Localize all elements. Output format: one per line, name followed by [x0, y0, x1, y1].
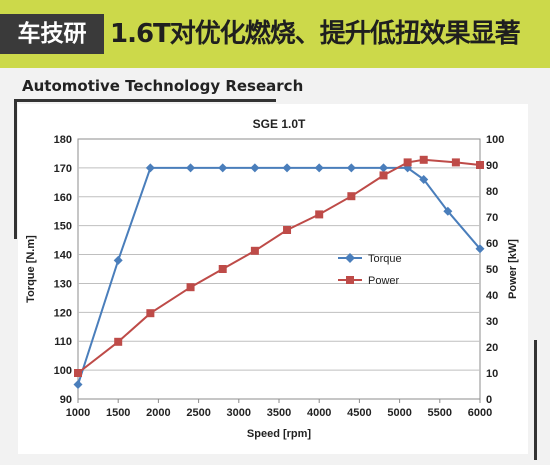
power-point: [315, 210, 324, 219]
x-tick-label: 5500: [428, 407, 452, 419]
subtitle-rule: [14, 99, 276, 102]
power-point: [146, 309, 155, 318]
axis-ticks: 90 100 110 120 130 140 150 160 170 180 0 10 20 30 40 50…: [54, 134, 505, 419]
x-tick-label: 3000: [227, 407, 251, 419]
chart-title: SGE 1.0T: [253, 117, 306, 131]
x-axis-title: Speed [rpm]: [247, 428, 312, 440]
x-tick-label: 2000: [146, 407, 170, 419]
y-right-tick-label: 10: [486, 368, 498, 380]
torque-point: [379, 163, 389, 173]
y-axis-right-title: Power [kW]: [507, 239, 519, 299]
power-point: [419, 155, 428, 164]
x-tick-label: 5000: [387, 407, 411, 419]
brand-logo: 车技研: [0, 14, 104, 54]
y-right-tick-label: 50: [486, 264, 498, 276]
torque-point: [475, 244, 485, 254]
torque-point: [186, 163, 196, 173]
y-right-tick-label: 80: [486, 186, 498, 198]
y-left-tick-label: 120: [54, 307, 72, 319]
torque-power-chart: 90 100 110 120 130 140 150 160 170 180 0 10 20 30 40 50…: [18, 104, 528, 454]
y-left-tick-label: 130: [54, 278, 72, 290]
page-headline: 1.6T对优化燃烧、提升低扭效果显著: [110, 19, 521, 49]
legend-torque-label: Torque: [368, 253, 402, 265]
y-left-tick-label: 180: [54, 134, 72, 146]
power-point: [403, 158, 412, 167]
torque-series-line: [77, 166, 481, 385]
power-point: [218, 265, 227, 273]
x-tick-label: 1500: [106, 407, 130, 419]
x-tick-label: 2500: [186, 407, 210, 419]
y-right-tick-label: 70: [486, 212, 498, 224]
x-tick-label: 6000: [468, 407, 492, 419]
y-left-tick-label: 160: [54, 192, 72, 204]
x-tick-label: 1000: [66, 407, 90, 419]
y-left-tick-label: 140: [54, 250, 72, 262]
power-point: [347, 192, 356, 201]
torque-point: [443, 206, 453, 216]
power-point: [283, 226, 292, 234]
torque-point: [346, 163, 356, 173]
y-right-tick-label: 100: [486, 134, 504, 146]
right-frame-rule: [534, 340, 537, 460]
x-tick-label: 3500: [267, 407, 291, 419]
torque-point: [282, 163, 292, 173]
torque-point: [250, 163, 260, 173]
power-point: [379, 171, 388, 180]
power-point: [74, 369, 82, 377]
y-right-tick-label: 90: [486, 160, 498, 172]
x-tick-label: 4000: [307, 407, 331, 419]
legend-power-label: Power: [368, 275, 400, 287]
torque-point: [314, 163, 324, 173]
plot-area: [77, 138, 481, 400]
torque-point: [403, 163, 413, 173]
power-point: [186, 283, 195, 292]
torque-point: [218, 163, 228, 173]
power-point: [476, 161, 484, 169]
series-layer: [73, 155, 485, 390]
y-left-tick-label: 90: [60, 394, 72, 406]
torque-point: [145, 163, 155, 173]
y-left-tick-label: 170: [54, 163, 72, 175]
y-right-tick-label: 40: [486, 290, 498, 302]
power-point: [250, 246, 259, 255]
power-point: [451, 158, 460, 167]
x-tick-label: 4500: [347, 407, 371, 419]
left-frame-rule: [14, 99, 17, 239]
page-subtitle: Automotive Technology Research: [22, 77, 304, 95]
y-left-tick-label: 150: [54, 221, 72, 233]
legend-torque-marker: [345, 253, 355, 263]
power-point: [114, 337, 123, 346]
torque-point: [419, 174, 429, 184]
y-right-tick-label: 20: [486, 342, 498, 354]
legend: Torque Power: [338, 253, 402, 287]
y-left-tick-label: 110: [54, 336, 72, 348]
torque-point: [73, 380, 83, 390]
legend-power-marker: [346, 276, 354, 284]
y-axis-left-title: Torque [N.m]: [25, 235, 37, 303]
y-right-tick-label: 0: [486, 394, 492, 406]
y-right-tick-label: 30: [486, 316, 498, 328]
y-right-tick-label: 60: [486, 238, 498, 250]
y-left-tick-label: 100: [54, 365, 72, 377]
